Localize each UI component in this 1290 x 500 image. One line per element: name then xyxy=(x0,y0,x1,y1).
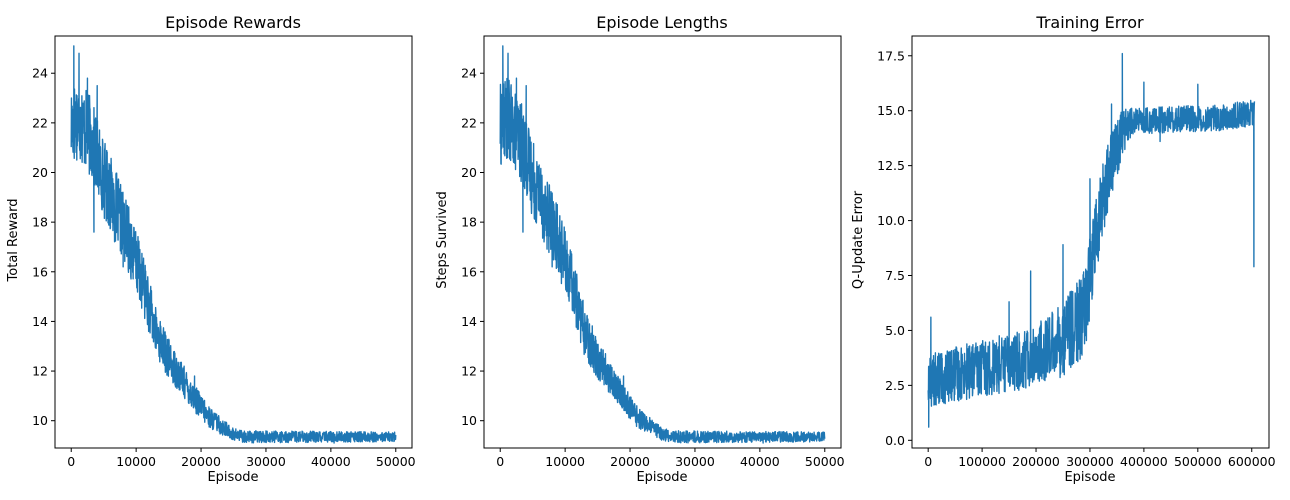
y-tick-label: 12 xyxy=(32,364,48,379)
y-axis-label: Steps Survived xyxy=(435,191,450,289)
x-tick-label: 0 xyxy=(67,454,75,469)
x-tick-label: 30000 xyxy=(675,454,715,469)
y-tick-label: 22 xyxy=(461,115,477,130)
y-tick-label: 10 xyxy=(32,413,48,428)
series-line xyxy=(499,45,826,444)
x-tick-label: 500000 xyxy=(1174,454,1222,469)
y-tick-label: 14 xyxy=(461,314,477,329)
y-axis-label: Total Reward xyxy=(6,199,21,283)
y-tick-label: 24 xyxy=(461,66,477,81)
x-tick-label: 40000 xyxy=(740,454,780,469)
y-tick-label: 14 xyxy=(32,314,48,329)
y-tick-label: 22 xyxy=(32,115,48,130)
series-line xyxy=(70,45,397,444)
y-tick-label: 2.5 xyxy=(885,378,905,393)
chart-title: Episode Lengths xyxy=(596,13,727,32)
x-axis-label: Episode xyxy=(207,470,258,485)
y-tick-label: 10 xyxy=(461,413,477,428)
y-tick-label: 5.0 xyxy=(885,323,905,338)
axes-frame xyxy=(911,35,1270,449)
y-tick-label: 24 xyxy=(32,66,48,81)
y-tick-label: 12 xyxy=(461,364,477,379)
x-axis-label: Episode xyxy=(1064,470,1115,485)
y-tick-label: 16 xyxy=(461,264,477,279)
x-axis-label: Episode xyxy=(636,470,687,485)
y-tick-label: 20 xyxy=(461,165,477,180)
panel-episode-lengths: Episode Lengths Episode Steps Survived 0… xyxy=(435,13,845,485)
y-tick-label: 20 xyxy=(32,165,48,180)
x-tick-label: 200000 xyxy=(1012,454,1060,469)
axes-frame xyxy=(54,35,413,449)
x-tick-label: 400000 xyxy=(1120,454,1168,469)
x-tick-label: 50000 xyxy=(376,454,416,469)
axes-frame xyxy=(483,35,842,449)
x-tick-label: 300000 xyxy=(1066,454,1114,469)
y-tick-label: 12.5 xyxy=(877,158,905,173)
x-tick-label: 20000 xyxy=(610,454,650,469)
x-tick-label: 600000 xyxy=(1228,454,1276,469)
y-tick-label: 18 xyxy=(32,215,48,230)
series-line xyxy=(927,52,1256,428)
plot-area xyxy=(483,35,842,449)
y-tick-label: 7.5 xyxy=(885,268,905,283)
y-tick-label: 0.0 xyxy=(885,433,905,448)
y-tick-label: 16 xyxy=(32,264,48,279)
axis-ticks: 0 100000 200000 300000 400000 500000 600000 0.0… xyxy=(877,48,1275,469)
y-axis-label: Q-Update Error xyxy=(851,190,866,289)
axis-ticks: 0 10000 20000 30000 40000 50000 10 12 14 16 18 20 22… xyxy=(32,66,416,469)
x-tick-label: 40000 xyxy=(311,454,351,469)
x-tick-label: 30000 xyxy=(246,454,286,469)
y-tick-label: 10.0 xyxy=(877,213,905,228)
panel-training-error: Training Error Episode Q-Update Error 0 1… xyxy=(851,13,1276,485)
chart-title: Training Error xyxy=(1035,13,1144,32)
y-tick-label: 17.5 xyxy=(877,48,905,63)
x-tick-label: 50000 xyxy=(805,454,845,469)
plot-area xyxy=(54,35,413,449)
y-tick-label: 15.0 xyxy=(877,103,905,118)
x-tick-label: 0 xyxy=(496,454,504,469)
x-tick-label: 10000 xyxy=(116,454,156,469)
panel-episode-rewards: Episode Rewards Episode Total Reward 0 10… xyxy=(6,13,416,485)
x-tick-label: 0 xyxy=(924,454,932,469)
x-tick-label: 100000 xyxy=(958,454,1006,469)
y-tick-label: 18 xyxy=(461,215,477,230)
x-tick-label: 10000 xyxy=(545,454,585,469)
x-tick-label: 20000 xyxy=(181,454,221,469)
axis-ticks: 0 10000 20000 30000 40000 50000 10 12 14 16 18 20 22… xyxy=(461,66,845,469)
chart-title: Episode Rewards xyxy=(165,13,301,32)
plot-area xyxy=(911,35,1270,449)
